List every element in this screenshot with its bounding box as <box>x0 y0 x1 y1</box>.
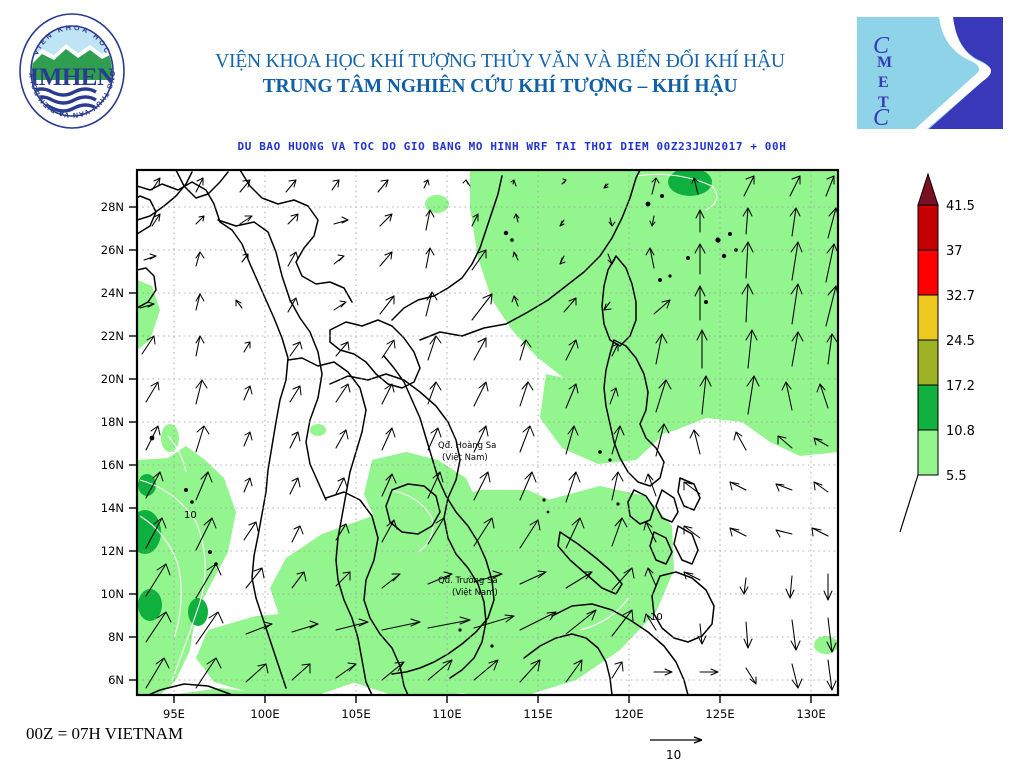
imhen-logo: IMHEN VIEN KHOA HOC KHI TUONG THUY VAN V… <box>9 1 132 134</box>
plot-interior: 10 10 Qđ. Hoàng Sa (Việt Nam) Qđ. Trường… <box>137 170 838 695</box>
x-axis-labels: 95E 100E 105E 110E 115E 120E 125E 130E <box>163 707 826 720</box>
colorbar-tick-5.5: 5.5 <box>946 469 967 484</box>
x-tick-100E: 100E <box>250 707 279 720</box>
colorbar-tick-24.5: 24.5 <box>946 334 975 349</box>
cmetc-letter-c-top: C <box>873 33 890 59</box>
cmetc-letter-c-bottom: C <box>873 105 890 129</box>
annotation-hoang-sa-sub: (Việt Nam) <box>442 452 488 463</box>
page-header: IMHEN VIEN KHOA HOC KHI TUONG THUY VAN V… <box>0 0 1024 140</box>
colorbar-band-37-41.5 <box>917 204 939 251</box>
plot-frame <box>135 168 840 697</box>
vector-key-value: 10 <box>666 748 681 762</box>
y-axis-labels: 28N 26N 24N 22N 20N 18N 16N 14N 12N 10N … <box>101 200 124 687</box>
cmetc-letter-e: E <box>878 74 889 91</box>
y-tick-22N: 22N <box>101 329 124 343</box>
forecast-subtitle: DU BAO HUONG VA TOC DO GIO BANG MO HINH … <box>237 140 787 153</box>
contour-label-10-bengal: 10 <box>184 510 197 521</box>
x-tick-120E: 120E <box>614 707 643 720</box>
institute-title: VIỆN KHOA HỌC KHÍ TƯỢNG THỦY VĂN VÀ BIẾN… <box>215 51 785 72</box>
wind-vector-scale-key: 10 <box>640 732 780 766</box>
x-tick-125E: 125E <box>705 707 734 720</box>
cmetc-letter-t: T <box>878 94 889 111</box>
y-tick-28N: 28N <box>101 200 124 214</box>
x-tick-105E: 105E <box>341 707 370 720</box>
reference-arrow-icon <box>650 736 703 744</box>
cmetc-logo: C M E T C <box>857 17 1003 131</box>
y-tick-10N: 10N <box>101 587 124 601</box>
y-tick-26N: 26N <box>101 243 124 257</box>
map-canvas: 10 10 Qđ. Hoàng Sa (Việt Nam) Qđ. Trường… <box>0 160 1024 720</box>
colorbar: 41.5 37 32.7 24.5 17.2 10.8 5.5 <box>899 172 975 533</box>
y-tick-12N: 12N <box>101 544 124 558</box>
colorbar-leader-line <box>899 474 919 533</box>
windspeed-band-light-green <box>137 170 838 695</box>
x-tick-130E: 130E <box>796 707 825 720</box>
colorbar-band-10.8-17.2 <box>917 384 939 431</box>
y-tick-18N: 18N <box>101 415 124 429</box>
axis-ticks <box>129 206 812 703</box>
annotation-hoang-sa: Qđ. Hoàng Sa <box>438 441 496 451</box>
colorbar-tick-10.8: 10.8 <box>946 424 975 439</box>
y-tick-24N: 24N <box>101 286 124 300</box>
colorbar-band-17.2-24.5 <box>917 339 939 386</box>
colorbar-tick-41.5: 41.5 <box>946 199 975 214</box>
title-block: VIỆN KHOA HỌC KHÍ TƯỢNG THỦY VĂN VÀ BIẾN… <box>150 50 850 99</box>
lat-lon-gridlines <box>137 170 838 695</box>
x-tick-95E: 95E <box>163 707 185 720</box>
center-title: TRUNG TÂM NGHIÊN CỨU KHÍ TƯỢNG – KHÍ HẬU <box>262 76 738 97</box>
colorbar-tick-17.2: 17.2 <box>946 379 975 394</box>
y-tick-20N: 20N <box>101 372 124 386</box>
y-tick-14N: 14N <box>101 501 124 515</box>
colorbar-band-5.5-10.8 <box>917 429 939 476</box>
y-tick-16N: 16N <box>101 458 124 472</box>
contour-label-10-scs: 10 <box>650 612 663 623</box>
annotation-truong-sa: Qđ. Trường Sa <box>438 575 498 586</box>
cmetc-letter-m: M <box>877 54 892 71</box>
coastlines <box>137 170 738 695</box>
wind-forecast-map: 10 10 Qđ. Hoàng Sa (Việt Nam) Qđ. Trường… <box>0 160 1024 720</box>
timezone-note: 00Z = 07H VIETNAM <box>26 724 184 743</box>
annotation-truong-sa-sub: (Việt Nam) <box>452 587 498 598</box>
y-tick-8N: 8N <box>108 630 124 644</box>
y-tick-6N: 6N <box>108 673 124 687</box>
colorbar-band-24.5-32.7 <box>917 294 939 341</box>
x-tick-115E: 115E <box>523 707 552 720</box>
wind-vector-field <box>139 175 838 691</box>
colorbar-tick-37: 37 <box>946 244 963 259</box>
x-tick-110E: 110E <box>432 707 461 720</box>
svg-text:IMHEN: IMHEN <box>30 64 115 91</box>
isotach-contours <box>139 173 718 681</box>
colorbar-band-32.7-37 <box>917 249 939 296</box>
colorbar-tick-32.7: 32.7 <box>946 289 975 304</box>
